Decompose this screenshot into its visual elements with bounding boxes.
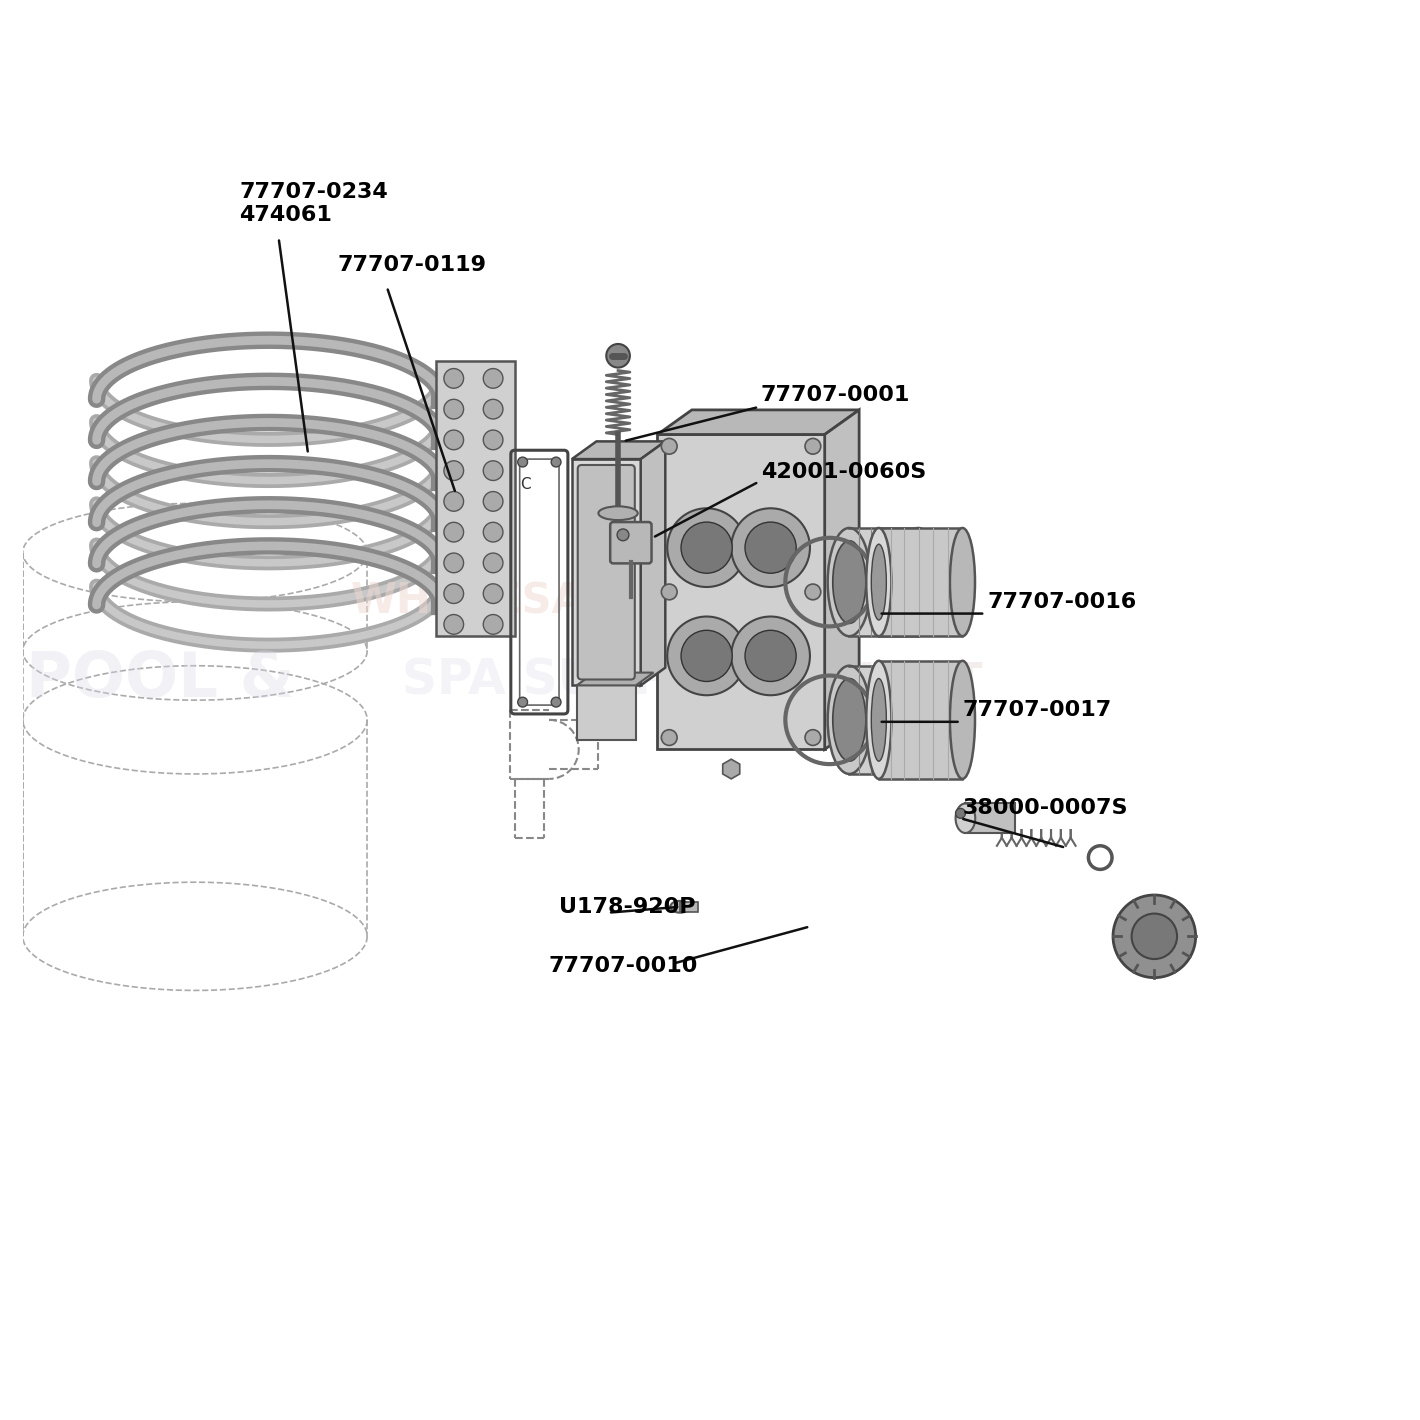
Text: SPA SUPPLIES: SPA SUPPLIES: [402, 656, 785, 704]
Text: C: C: [520, 477, 530, 493]
Ellipse shape: [832, 541, 866, 623]
Circle shape: [444, 430, 463, 450]
Circle shape: [444, 523, 463, 542]
Ellipse shape: [832, 679, 866, 761]
Circle shape: [483, 584, 503, 604]
Circle shape: [682, 630, 733, 682]
Ellipse shape: [872, 679, 886, 761]
Text: 77707-0001: 77707-0001: [761, 385, 910, 405]
Bar: [879, 528, 963, 636]
Circle shape: [551, 457, 561, 467]
Circle shape: [483, 615, 503, 635]
Ellipse shape: [956, 804, 976, 834]
Circle shape: [483, 430, 503, 450]
Circle shape: [444, 584, 463, 604]
Circle shape: [667, 508, 746, 586]
Polygon shape: [572, 442, 666, 459]
Text: 77707-0017: 77707-0017: [963, 700, 1112, 720]
Circle shape: [1132, 913, 1177, 959]
Circle shape: [805, 584, 821, 599]
FancyBboxPatch shape: [611, 523, 652, 564]
Polygon shape: [723, 760, 740, 780]
Circle shape: [731, 616, 809, 696]
Ellipse shape: [828, 666, 870, 774]
Text: POOL MART: POOL MART: [604, 581, 879, 623]
Text: WHOLESALE: WHOLESALE: [351, 581, 639, 623]
Circle shape: [444, 399, 463, 419]
Text: U178-920P: U178-920P: [559, 897, 696, 917]
Circle shape: [746, 630, 797, 682]
Circle shape: [483, 399, 503, 419]
Text: 77707-0234
474061: 77707-0234 474061: [239, 182, 388, 224]
Ellipse shape: [828, 528, 870, 636]
Bar: [966, 804, 1015, 834]
Circle shape: [444, 552, 463, 572]
Ellipse shape: [950, 528, 976, 636]
Circle shape: [483, 462, 503, 480]
Circle shape: [805, 439, 821, 454]
Polygon shape: [640, 442, 666, 686]
Circle shape: [483, 369, 503, 388]
Circle shape: [662, 730, 677, 746]
Bar: [680, 902, 697, 912]
Circle shape: [956, 808, 966, 818]
Circle shape: [444, 462, 463, 480]
Circle shape: [662, 584, 677, 599]
Bar: [879, 660, 963, 780]
Polygon shape: [825, 410, 859, 750]
Circle shape: [1113, 895, 1196, 977]
Ellipse shape: [872, 544, 886, 621]
Circle shape: [518, 697, 528, 707]
Ellipse shape: [866, 528, 892, 636]
Text: 77707-0016: 77707-0016: [987, 592, 1136, 612]
Ellipse shape: [950, 660, 976, 780]
Circle shape: [483, 523, 503, 542]
Circle shape: [518, 457, 528, 467]
Ellipse shape: [866, 660, 892, 780]
Circle shape: [618, 530, 629, 541]
Circle shape: [606, 344, 630, 368]
Circle shape: [483, 552, 503, 572]
Circle shape: [682, 523, 733, 574]
Text: POOL &: POOL &: [27, 650, 295, 710]
Polygon shape: [657, 410, 859, 435]
Text: & EQUIPMENT: & EQUIPMENT: [676, 662, 983, 700]
Ellipse shape: [902, 541, 934, 623]
Text: 77707-0119: 77707-0119: [338, 256, 487, 275]
Ellipse shape: [896, 666, 940, 774]
Bar: [436, 361, 515, 636]
Circle shape: [746, 523, 797, 574]
FancyBboxPatch shape: [578, 464, 635, 680]
Ellipse shape: [896, 528, 940, 636]
Polygon shape: [577, 673, 653, 686]
Text: 77707-0010: 77707-0010: [548, 956, 697, 976]
Circle shape: [805, 730, 821, 746]
Circle shape: [444, 369, 463, 388]
Bar: [657, 435, 825, 750]
Ellipse shape: [902, 679, 934, 761]
Bar: [572, 459, 640, 686]
Ellipse shape: [598, 507, 638, 520]
Circle shape: [444, 615, 463, 635]
Text: 42001-0060S: 42001-0060S: [761, 462, 926, 481]
Circle shape: [444, 491, 463, 511]
Circle shape: [551, 697, 561, 707]
Text: 38000-0007S: 38000-0007S: [963, 798, 1127, 818]
Circle shape: [667, 616, 746, 696]
Ellipse shape: [670, 900, 690, 913]
Circle shape: [483, 491, 503, 511]
Bar: [577, 686, 636, 740]
Circle shape: [731, 508, 809, 586]
Circle shape: [662, 439, 677, 454]
